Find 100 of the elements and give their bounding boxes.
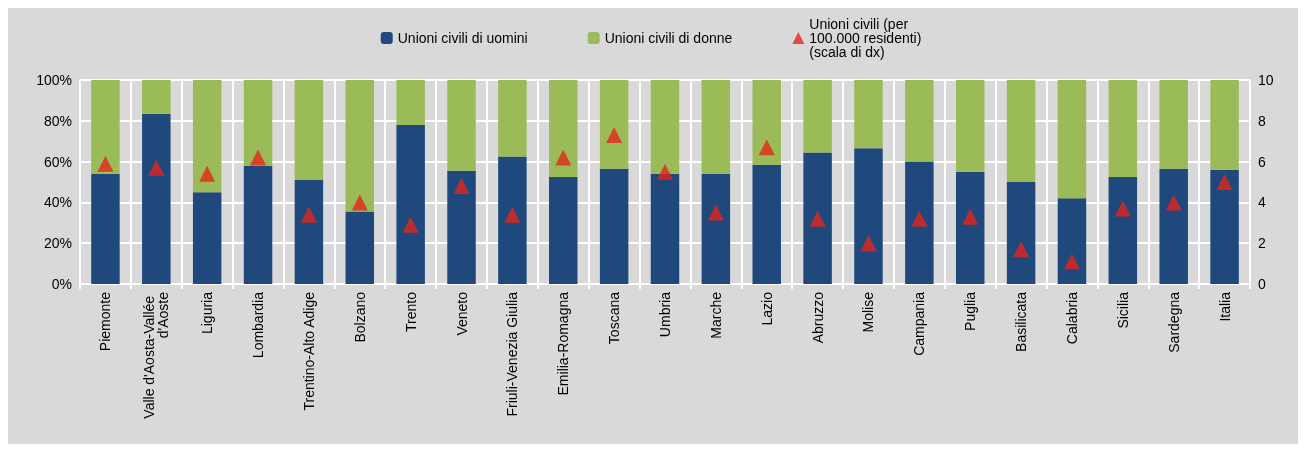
legend-label: Unioni civili di uomini: [397, 30, 528, 46]
bar: [955, 80, 985, 172]
bar: [1057, 198, 1087, 284]
x-tick-label: Emilia-Romagna: [555, 291, 572, 396]
y-tick-label: 60%: [43, 153, 72, 170]
bar: [701, 173, 731, 284]
y-tick-label: 0%: [51, 276, 72, 292]
bar: [294, 80, 324, 180]
point: [962, 208, 979, 225]
bar: [142, 113, 171, 284]
x-tick-label: Bolzano: [351, 291, 368, 343]
x-tick-label: Sardegna: [1165, 291, 1182, 353]
x-tick-label: Trentino-Alto Adige: [300, 291, 317, 411]
point: [1216, 174, 1233, 190]
bar: [447, 80, 476, 171]
point: [97, 155, 114, 172]
bar: [345, 80, 375, 212]
bar: [294, 179, 324, 284]
bar: [91, 173, 120, 284]
bar: [498, 80, 527, 157]
point: [1114, 200, 1131, 217]
point: [1063, 253, 1080, 270]
bar: [1210, 169, 1239, 284]
point: [300, 206, 317, 223]
bar: [345, 211, 375, 284]
bar: [396, 124, 425, 284]
bar: [803, 80, 832, 153]
point: [860, 235, 877, 252]
x-tick-label: Abruzzo: [809, 291, 826, 344]
point: [1165, 194, 1182, 211]
bar: [854, 148, 883, 284]
bar: [1159, 168, 1188, 284]
bar: [650, 173, 680, 284]
point: [453, 178, 470, 195]
bar: [650, 80, 680, 174]
bar: [752, 80, 781, 165]
point: [250, 149, 267, 166]
x-tick-label: Umbria: [657, 291, 673, 338]
x-tick-label: Marche: [707, 291, 724, 339]
bar: [803, 152, 832, 284]
bar: [243, 165, 273, 284]
y-tick-label: 40%: [43, 194, 72, 211]
point: [758, 139, 775, 156]
bar: [905, 80, 934, 162]
x-tick-label: Basilicata: [1013, 291, 1030, 352]
y2-tick-label: 6: [1258, 153, 1266, 170]
x-tick-label: Valle d'Aosta-Vallée d'Aoste: [141, 291, 172, 419]
y2-tick-label: 8: [1258, 112, 1266, 129]
bar: [192, 80, 222, 193]
bar: [91, 80, 120, 174]
point: [148, 159, 165, 176]
x-tick-label: Lazio: [758, 291, 775, 326]
point: [911, 210, 928, 227]
point: [1013, 241, 1030, 258]
bar: [905, 161, 934, 284]
y-tick-label: 80%: [43, 112, 72, 129]
bar: [1159, 80, 1188, 169]
x-tick-label: Campania: [911, 291, 928, 356]
legend-label: Unioni civili (per 100.000 residenti) (scala di dx): [809, 16, 926, 60]
point: [707, 204, 724, 221]
x-tick-label: Toscana: [606, 291, 623, 345]
x-tick-label: Liguria: [199, 291, 216, 335]
bar: [192, 192, 222, 284]
bar: [854, 80, 883, 149]
bar: [1057, 80, 1087, 199]
y2-tick-label: 2: [1258, 235, 1266, 252]
bar: [1006, 80, 1036, 182]
point: [351, 194, 368, 211]
x-tick-label: Trento: [402, 291, 419, 332]
bar: [498, 156, 527, 284]
point: [199, 165, 216, 182]
bar: [549, 80, 578, 177]
x-tick-label: Italia: [1216, 291, 1233, 322]
y-tick-label: 100%: [36, 72, 72, 88]
bar: [599, 168, 629, 284]
point: [555, 149, 572, 166]
bar: [447, 170, 476, 284]
x-tick-label: Lombardia: [250, 291, 267, 359]
x-tick-label: Sicilia: [1114, 291, 1131, 329]
bar: [1210, 80, 1239, 170]
x-tick-label: Veneto: [453, 291, 470, 336]
bar: [142, 80, 171, 114]
bar: [1108, 80, 1138, 177]
bar: [396, 80, 425, 125]
bar: [1006, 182, 1036, 284]
legend-label: Unioni civili di donne: [604, 30, 733, 46]
y2-tick-label: 10: [1258, 72, 1274, 88]
point: [504, 206, 521, 223]
x-tick-label: Friuli-Venezia Giulia: [504, 291, 521, 417]
bar: [1108, 176, 1138, 284]
y2-tick-label: 4: [1258, 194, 1266, 211]
bar: [955, 171, 985, 284]
y-tick-label: 20%: [43, 235, 72, 252]
x-tick-label: Molise: [860, 291, 877, 333]
x-tick-label: Puglia: [962, 291, 979, 331]
point: [606, 127, 623, 144]
bar: [549, 176, 578, 284]
y2-tick-label: 0: [1258, 276, 1266, 292]
bar: [599, 80, 629, 169]
x-tick-label: Piemonte: [97, 291, 114, 352]
